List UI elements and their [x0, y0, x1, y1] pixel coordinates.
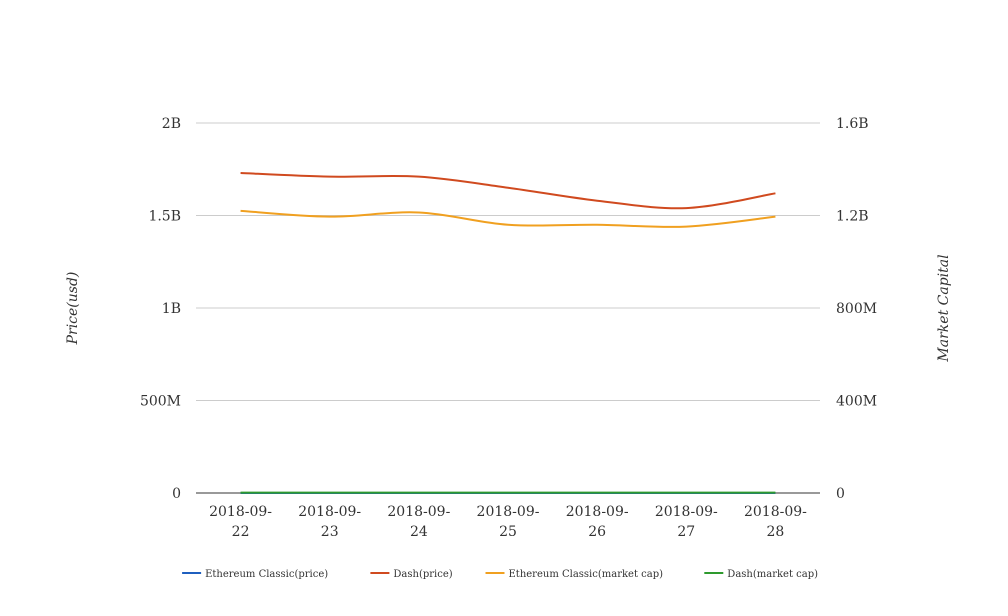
grid-layer: [196, 122, 820, 401]
y2-tick-label: 1.2B: [836, 209, 869, 225]
x-tick-label: 2018-09- 24: [387, 504, 450, 540]
x-tick-label-line: 2018-09-: [209, 504, 272, 520]
y2-tick-label: 400M: [836, 394, 877, 410]
data-point: [416, 490, 422, 496]
x-tick-label-line: 22: [232, 524, 250, 540]
data-point: [683, 490, 689, 496]
x-tick-label: 2018-09- 28: [744, 504, 807, 540]
series-line: [240, 171, 776, 210]
series-line: [240, 209, 776, 228]
data-point: [505, 185, 511, 191]
series-layer: [238, 170, 778, 496]
y2-axis-title: Market Capital: [936, 254, 952, 362]
x-tick-label: 2018-09- 25: [477, 504, 540, 540]
x-tick-label-line: 27: [677, 524, 695, 540]
y2-tick-label: 800M: [836, 301, 877, 317]
legend-label: Ethereum Classic(price): [205, 569, 328, 580]
x-tick-label-line: 25: [499, 524, 517, 540]
data-point: [594, 198, 600, 204]
x-tick-label-line: 2018-09-: [655, 504, 718, 520]
tick-layer: 0 500M 1B 1.5B 2B 0 400M 800M 1.2B 1.6B 2018-09- 22…: [140, 116, 877, 540]
y-tick-label: 1.5B: [148, 209, 181, 225]
x-tick-label-line: 2018-09-: [744, 504, 807, 520]
y-tick-label: 500M: [140, 394, 181, 410]
y-axis-title: Price(usd): [65, 272, 81, 346]
legend-item[interactable]: Dash(price): [370, 569, 453, 580]
x-tick-label-line: 2018-09-: [477, 504, 540, 520]
legend-label: Ethereum Classic(market cap): [509, 569, 664, 580]
data-point: [327, 214, 333, 220]
data-point: [772, 214, 778, 220]
y2-tick-label: 0: [836, 486, 845, 502]
x-tick-label-line: 28: [767, 524, 785, 540]
legend-item[interactable]: Ethereum Classic(price): [182, 569, 328, 580]
data-point: [416, 209, 422, 215]
data-point: [505, 490, 511, 496]
data-point: [772, 490, 778, 496]
legend-item[interactable]: Ethereum Classic(market cap): [485, 569, 664, 580]
x-tick-label: 2018-09- 27: [655, 504, 718, 540]
y-tick-label: 2B: [162, 116, 181, 132]
legend-label: Dash(market cap): [727, 569, 818, 580]
data-point: [327, 490, 333, 496]
legend-item[interactable]: Dash(market cap): [704, 569, 818, 580]
x-tick-label: 2018-09- 23: [298, 504, 361, 540]
data-point: [238, 490, 244, 496]
y-tick-label: 1B: [162, 301, 181, 317]
x-tick-label: 2018-09- 22: [209, 504, 272, 540]
x-tick-label: 2018-09- 26: [566, 504, 629, 540]
y-tick-label: 0: [172, 486, 181, 502]
x-tick-label-line: 24: [410, 524, 428, 540]
x-tick-label-line: 2018-09-: [298, 504, 361, 520]
data-point: [505, 222, 511, 228]
y2-tick-label: 1.6B: [836, 116, 869, 132]
legend: Ethereum Classic(price) Dash(price) Ethere…: [182, 569, 818, 580]
data-point: [238, 208, 244, 214]
series-3: [238, 490, 778, 496]
data-point: [327, 174, 333, 180]
data-point: [594, 222, 600, 228]
data-point: [772, 190, 778, 196]
series-2: [238, 208, 778, 230]
data-point: [683, 224, 689, 230]
series-1: [238, 170, 778, 211]
data-point: [683, 205, 689, 211]
x-tick-label-line: 2018-09-: [566, 504, 629, 520]
data-point: [238, 170, 244, 176]
data-point: [594, 490, 600, 496]
x-tick-label-line: 2018-09-: [387, 504, 450, 520]
data-point: [416, 174, 422, 180]
x-tick-label-line: 26: [588, 524, 606, 540]
legend-label: Dash(price): [393, 569, 452, 580]
x-tick-label-line: 23: [321, 524, 339, 540]
